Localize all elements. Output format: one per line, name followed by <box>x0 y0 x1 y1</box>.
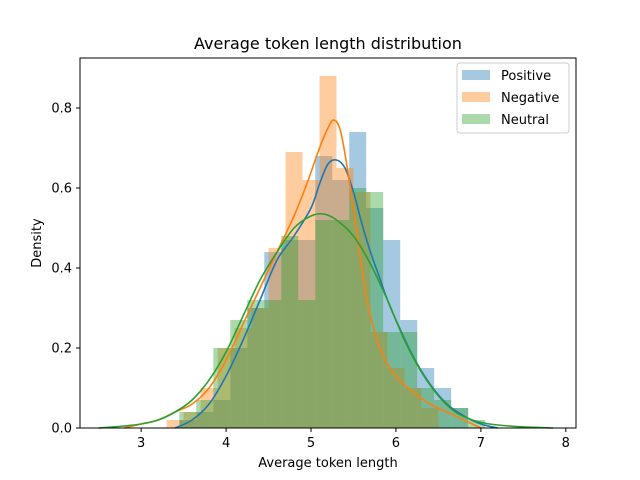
x-tick-label-6: 6 <box>392 436 400 451</box>
bar-neutral-9 <box>332 220 350 428</box>
bar-negative-13 <box>387 368 405 428</box>
bar-negative-4 <box>234 328 252 428</box>
plot-frame <box>79 57 577 429</box>
kde-line-neutral <box>98 212 554 429</box>
bar-negative-14 <box>404 388 422 428</box>
chart-title: Average token length distribution <box>194 34 462 53</box>
x-tick-label-5: 5 <box>307 436 315 451</box>
bar-positive-12 <box>383 240 401 428</box>
legend-box <box>456 62 570 134</box>
bar-positive-15 <box>434 388 452 428</box>
bar-negative-9 <box>319 76 337 428</box>
x-axis: 3 4 5 6 7 8 <box>137 428 570 451</box>
x-tick-label-8: 8 <box>562 436 570 451</box>
kde-line-negative <box>123 119 482 429</box>
x-tick-label-3: 3 <box>137 436 145 451</box>
legend-swatch-negative <box>462 92 490 102</box>
bar-negative-7 <box>285 152 303 428</box>
y-tick-label-0.2: 0.2 <box>51 342 72 357</box>
legend-swatch-neutral <box>462 114 490 124</box>
y-axis: 0.0 0.2 0.4 0.6 0.8 <box>51 102 80 437</box>
bar-neutral-15 <box>434 400 452 428</box>
bar-positive-3 <box>230 348 248 428</box>
bar-neutral-7 <box>298 300 316 428</box>
bar-positive-9 <box>332 180 350 428</box>
bar-negative-0 <box>166 420 184 428</box>
bar-positive-2 <box>213 400 231 428</box>
y-tick-label-0.8: 0.8 <box>51 102 72 117</box>
y-axis-label: Density <box>30 218 45 268</box>
bar-positive-1 <box>196 412 214 428</box>
y-tick-label-0.6: 0.6 <box>51 182 72 197</box>
x-tick-label-4: 4 <box>222 436 230 451</box>
histogram-bars <box>166 76 486 428</box>
bar-neutral-10 <box>349 188 367 428</box>
bar-negative-10 <box>336 168 354 428</box>
bar-positive-4 <box>247 308 265 428</box>
bar-negative-11 <box>353 192 371 428</box>
legend-label-negative: Negative <box>501 91 559 106</box>
bar-positive-5 <box>264 252 282 428</box>
bar-negative-5 <box>251 308 269 428</box>
bar-negative-8 <box>302 180 320 428</box>
legend-label-positive: Positive <box>501 69 551 84</box>
bar-neutral-1 <box>196 400 214 428</box>
bar-positive-6 <box>281 240 299 428</box>
bar-positive-8 <box>315 156 333 428</box>
legend-swatch-positive <box>462 70 490 80</box>
x-tick-label-7: 7 <box>477 436 485 451</box>
y-tick-label-0.4: 0.4 <box>51 262 72 277</box>
x-axis-label: Average token length <box>258 456 397 471</box>
bar-neutral-17 <box>468 420 486 428</box>
bar-neutral-14 <box>417 388 435 428</box>
bar-neutral-5 <box>264 300 282 428</box>
bar-neutral-4 <box>247 300 265 428</box>
kde-lines <box>98 119 554 429</box>
bar-neutral-6 <box>281 236 299 428</box>
legend: Positive Negative Neutral <box>456 62 570 134</box>
bar-neutral-8 <box>315 220 333 428</box>
bar-negative-15 <box>421 408 439 428</box>
bar-neutral-3 <box>230 320 248 428</box>
bar-negative-6 <box>268 248 286 428</box>
bar-positive-0 <box>179 420 197 428</box>
legend-label-neutral: Neutral <box>501 113 549 128</box>
bar-positive-7 <box>298 240 316 428</box>
y-tick-label-0: 0.0 <box>51 422 72 437</box>
bar-neutral-12 <box>383 332 401 428</box>
bar-positive-13 <box>400 320 418 428</box>
